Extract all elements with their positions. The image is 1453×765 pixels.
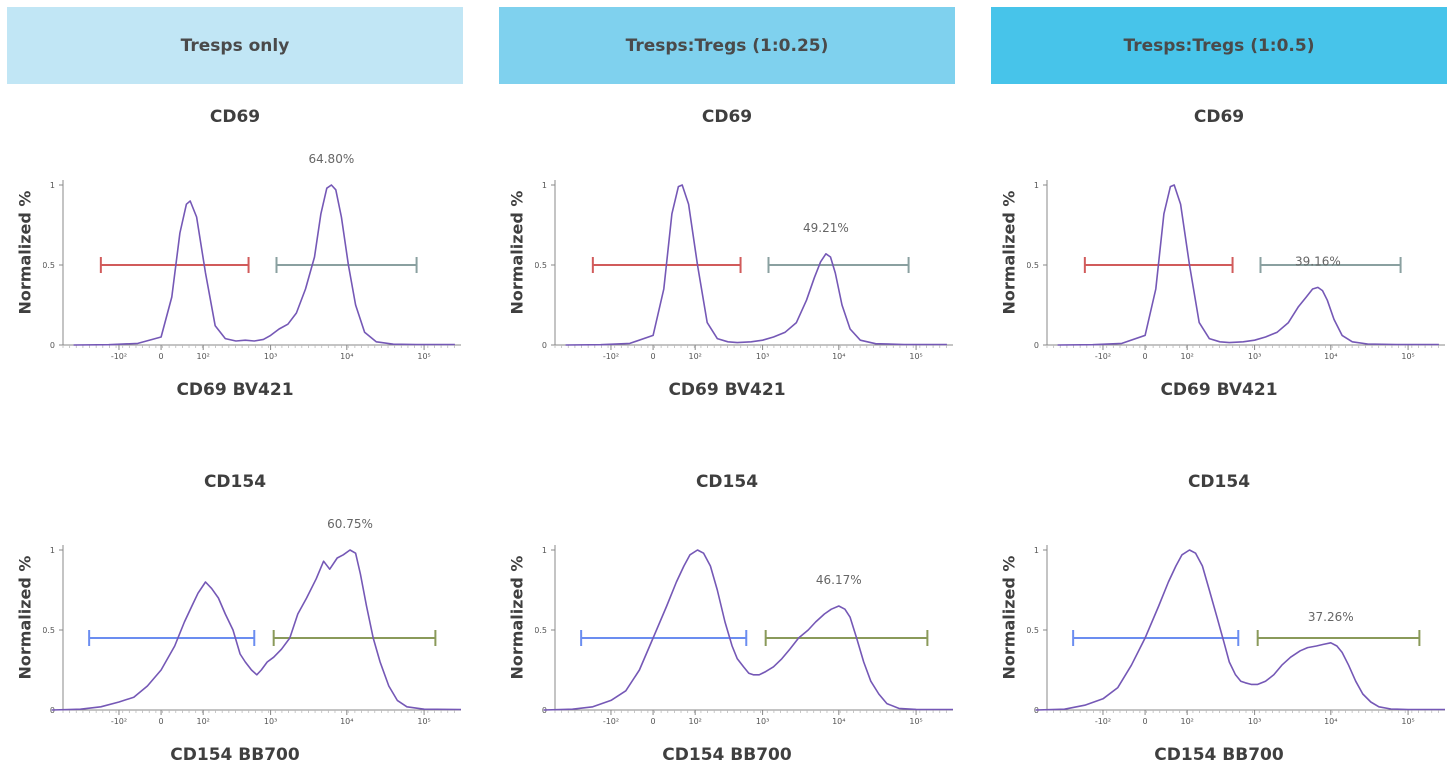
x-tick-label: 10²	[1180, 717, 1193, 726]
x-tick-label: -10²	[603, 352, 619, 361]
y-tick-label: 0	[542, 341, 547, 350]
x-tick-label: 10⁴	[340, 352, 353, 361]
y-axis-label: Normalized %	[507, 555, 527, 680]
x-tick-label: 10³	[756, 717, 769, 726]
y-tick-label: 1	[542, 546, 547, 555]
x-tick-label: 0	[651, 352, 656, 361]
x-tick-label: 10⁵	[909, 352, 922, 361]
y-axis-label: Normalized %	[15, 555, 35, 680]
y-tick-label: 1	[50, 181, 55, 190]
positive-percentage-label: 46.17%	[816, 573, 862, 587]
x-tick-label: 10⁴	[340, 717, 353, 726]
x-axis-label: CD69 BV421	[668, 380, 786, 400]
histogram-plot: 0 0.5 1 -10² 0 10² 10³ 10⁴ 10⁵ 39.16%	[1027, 180, 1445, 361]
header-label: Tresps:Tregs (1:0.25)	[625, 35, 829, 56]
y-tick-label: 1	[1034, 181, 1039, 190]
x-tick-label: 10³	[756, 352, 769, 361]
positive-percentage-label: 39.16%	[1295, 254, 1341, 268]
y-tick-label: 0.5	[535, 626, 547, 635]
y-axis-label: Normalized %	[999, 190, 1019, 315]
histogram-curve	[51, 549, 462, 711]
y-tick-label: 0	[1034, 341, 1039, 350]
chart-title: CD154	[203, 472, 267, 492]
x-tick-label: 10²	[196, 352, 209, 361]
x-tick-label: 10⁵	[417, 352, 430, 361]
y-tick-label: 0.5	[43, 261, 55, 270]
header-tresps-tregs-1-0.5: Tresps:Tregs (1:0.5)	[991, 7, 1447, 84]
chart-title: CD69	[701, 107, 753, 127]
y-axis-label: Normalized %	[999, 555, 1019, 680]
x-tick-label: 10⁵	[1401, 717, 1414, 726]
x-axis-label: CD154 BB700	[170, 745, 300, 765]
y-tick-label: 0	[50, 341, 55, 350]
chart-title: CD69	[1193, 107, 1245, 127]
x-tick-label: 0	[159, 352, 164, 361]
header-label: Tresps only	[180, 35, 290, 56]
x-tick-label: 10²	[196, 717, 209, 726]
x-tick-label: 0	[159, 717, 164, 726]
chart-title: CD154	[1187, 472, 1251, 492]
chart-title: CD154	[695, 472, 759, 492]
x-tick-label: 10³	[264, 352, 277, 361]
y-tick-label: 0.5	[535, 261, 547, 270]
x-axis-label: CD69 BV421	[1160, 380, 1278, 400]
x-axis-label: CD154 BB700	[1154, 745, 1284, 765]
positive-percentage-label: 37.26%	[1308, 610, 1354, 624]
x-tick-label: 10⁴	[832, 352, 845, 361]
histogram-curve	[1057, 184, 1439, 346]
x-axis-label: CD69 BV421	[176, 380, 294, 400]
positive-percentage-label: 49.21%	[803, 221, 849, 235]
header-tresps-only: Tresps only	[7, 7, 463, 84]
y-axis-label: Normalized %	[507, 190, 527, 315]
x-tick-label: 0	[1143, 352, 1148, 361]
x-tick-label: 0	[651, 717, 656, 726]
y-tick-label: 0.5	[43, 626, 55, 635]
x-tick-label: 10²	[688, 717, 701, 726]
x-axis-label: CD154 BB700	[662, 745, 792, 765]
y-tick-label: 0.5	[1027, 261, 1039, 270]
histogram-curve	[565, 184, 947, 346]
histogram-plot: 0 0.5 1 -10² 0 10² 10³ 10⁴ 10⁵ 49.21%	[535, 180, 953, 361]
x-tick-label: 10³	[264, 717, 277, 726]
x-tick-label: 10⁵	[909, 717, 922, 726]
histogram-curve	[543, 549, 954, 711]
x-tick-label: 10⁴	[1324, 717, 1337, 726]
header-label: Tresps:Tregs (1:0.5)	[1123, 35, 1315, 56]
x-tick-label: 10⁵	[1401, 352, 1414, 361]
x-tick-label: 10³	[1248, 717, 1261, 726]
histogram-curve	[73, 184, 455, 346]
y-tick-label: 1	[1034, 546, 1039, 555]
x-tick-label: -10²	[1095, 717, 1111, 726]
y-tick-label: 1	[50, 546, 55, 555]
x-tick-label: -10²	[1095, 352, 1111, 361]
x-tick-label: 10²	[688, 352, 701, 361]
x-tick-label: -10²	[111, 717, 127, 726]
x-tick-label: 10⁴	[1324, 352, 1337, 361]
x-tick-label: -10²	[603, 717, 619, 726]
y-tick-label: 1	[542, 181, 547, 190]
x-tick-label: 10⁴	[832, 717, 845, 726]
positive-percentage-label: 60.75%	[327, 517, 373, 531]
x-tick-label: 10⁵	[417, 717, 430, 726]
y-axis-label: Normalized %	[15, 190, 35, 315]
y-tick-label: 0.5	[1027, 626, 1039, 635]
x-tick-label: -10²	[111, 352, 127, 361]
histogram-plot: 0 0.5 1 -10² 0 10² 10³ 10⁴ 10⁵ 64.80%	[43, 152, 461, 361]
x-tick-label: 10³	[1248, 352, 1261, 361]
x-tick-label: 10²	[1180, 352, 1193, 361]
chart-title: CD69	[209, 107, 261, 127]
x-tick-label: 0	[1143, 717, 1148, 726]
positive-percentage-label: 64.80%	[308, 152, 354, 166]
header-tresps-tregs-1-0.25: Tresps:Tregs (1:0.25)	[499, 7, 955, 84]
histogram-curve	[1035, 549, 1445, 711]
